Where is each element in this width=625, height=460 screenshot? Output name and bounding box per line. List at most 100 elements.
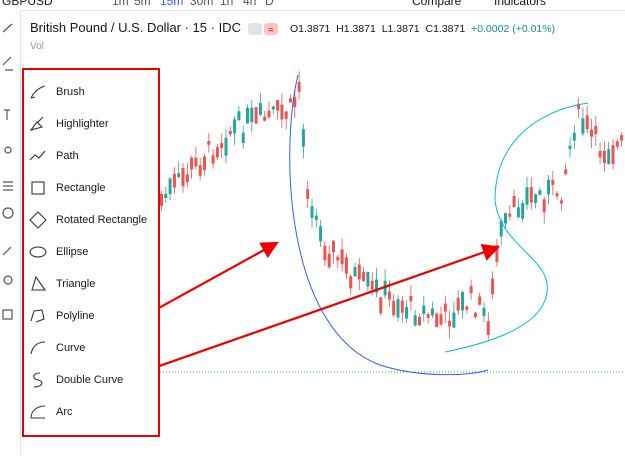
candle-body	[336, 256, 340, 261]
candle-body	[203, 156, 206, 170]
interval[interactable]: 1m	[112, 0, 129, 8]
menu-item[interactable]: Highlighter	[28, 113, 109, 135]
candle-body	[254, 107, 258, 124]
candle-body	[353, 266, 357, 277]
menu-icon	[33, 372, 43, 388]
interval[interactable]: 30m	[190, 0, 214, 8]
candle-body	[362, 271, 366, 282]
candle-body	[409, 295, 413, 302]
candle-body	[555, 193, 559, 197]
ohlc-legend: O1.3871 H1.3871 L1.3871 C1.3871 +0.0002 …	[290, 23, 555, 35]
menu-label: Rotated Rectangle	[56, 214, 148, 226]
candles	[160, 71, 624, 341]
menu-item[interactable]: Arc	[28, 401, 73, 423]
candle-body	[443, 303, 447, 312]
candle-body	[164, 193, 168, 198]
menu-item[interactable]: Rotated Rectangle	[28, 209, 147, 231]
interval[interactable]: 1h	[220, 0, 234, 8]
candle-body	[516, 207, 520, 218]
candle-body	[396, 299, 400, 318]
candle-body	[246, 107, 249, 124]
candle-body	[422, 305, 426, 315]
candle-body	[207, 140, 211, 145]
candle-body	[547, 179, 550, 195]
menu-label: Highlighter	[56, 118, 109, 130]
menu-item[interactable]: Curve	[28, 337, 85, 359]
candle-body	[250, 107, 254, 123]
menu-item[interactable]: Brush	[28, 81, 85, 103]
interval[interactable]: 5m	[134, 0, 151, 8]
candle-body	[456, 297, 460, 311]
menu-item[interactable]: Triangle	[28, 273, 95, 295]
candle-body	[615, 141, 619, 147]
menu-label: Double Curve	[56, 374, 124, 386]
symbol[interactable]: GBPUSD	[2, 0, 53, 8]
candle-body	[267, 110, 271, 118]
interval[interactable]: D	[265, 0, 274, 8]
status-badges: ≈	[248, 23, 278, 36]
menu-icon	[29, 211, 47, 229]
candle-body	[181, 168, 185, 187]
indicators-button[interactable]: Indicators	[494, 0, 547, 8]
menu-item[interactable]: Ellipse	[28, 241, 88, 263]
menu-item[interactable]: Path	[28, 145, 79, 167]
candle-body	[620, 135, 624, 141]
candle-body	[233, 119, 237, 134]
candle-body	[327, 253, 331, 268]
candle-body	[512, 196, 516, 208]
candle-body	[301, 129, 305, 147]
candle-body	[185, 174, 189, 183]
candle-body	[469, 286, 473, 294]
candle-body	[465, 306, 469, 310]
candle-body	[258, 103, 262, 115]
menu-icon	[30, 341, 46, 355]
menu-label: Path	[56, 150, 79, 162]
candle-body	[263, 116, 267, 121]
candle-body	[198, 165, 202, 176]
candle-body	[160, 193, 163, 206]
candle-body	[280, 104, 284, 120]
menu-icon	[29, 116, 44, 131]
menu-icon	[31, 275, 47, 291]
symbol-title: British Pound / U.S. Dollar · 15 · IDC	[30, 20, 241, 35]
candle-body	[323, 245, 327, 261]
candle-body	[486, 321, 490, 335]
candle-body	[228, 130, 232, 135]
curve-drawing	[289, 74, 489, 376]
candle-body	[594, 126, 598, 135]
menu-item[interactable]: Double Curve	[28, 369, 123, 391]
candle-body	[224, 137, 228, 156]
candle-body	[564, 169, 568, 175]
candle-body	[491, 278, 495, 295]
close: C1.3871	[425, 23, 466, 35]
menu-label: Ellipse	[56, 246, 89, 258]
interval[interactable]: 4h	[243, 0, 257, 8]
menu-item[interactable]: Rectangle	[28, 177, 106, 199]
compare-button[interactable]: Compare	[412, 0, 462, 8]
menu-label: Curve	[56, 342, 86, 354]
candle-body	[495, 244, 499, 262]
candle-body	[585, 115, 589, 130]
menu-icon	[30, 309, 45, 323]
candle-body	[177, 173, 181, 177]
menu-icon	[29, 150, 46, 161]
candle-body	[241, 132, 245, 144]
candle-body	[349, 276, 353, 289]
menu-item[interactable]: Polyline	[28, 305, 95, 327]
candle-body	[284, 111, 288, 119]
candle-body	[220, 143, 224, 149]
candle-body	[508, 213, 512, 217]
candle-body	[310, 206, 314, 218]
candle-body	[439, 314, 443, 325]
candle-body	[521, 202, 525, 219]
interval[interactable]: 15m	[160, 0, 184, 8]
candle-body	[400, 300, 404, 313]
candle-body	[340, 249, 344, 265]
candle-body	[366, 271, 370, 287]
top-toolbar: GBPUSD 1m 5m 15m 30m 1h 4h D Compare Ind…	[0, 0, 625, 11]
candle-body	[598, 151, 602, 158]
candle-body	[499, 220, 503, 237]
candle-body	[413, 315, 417, 326]
candle-body	[215, 147, 219, 158]
